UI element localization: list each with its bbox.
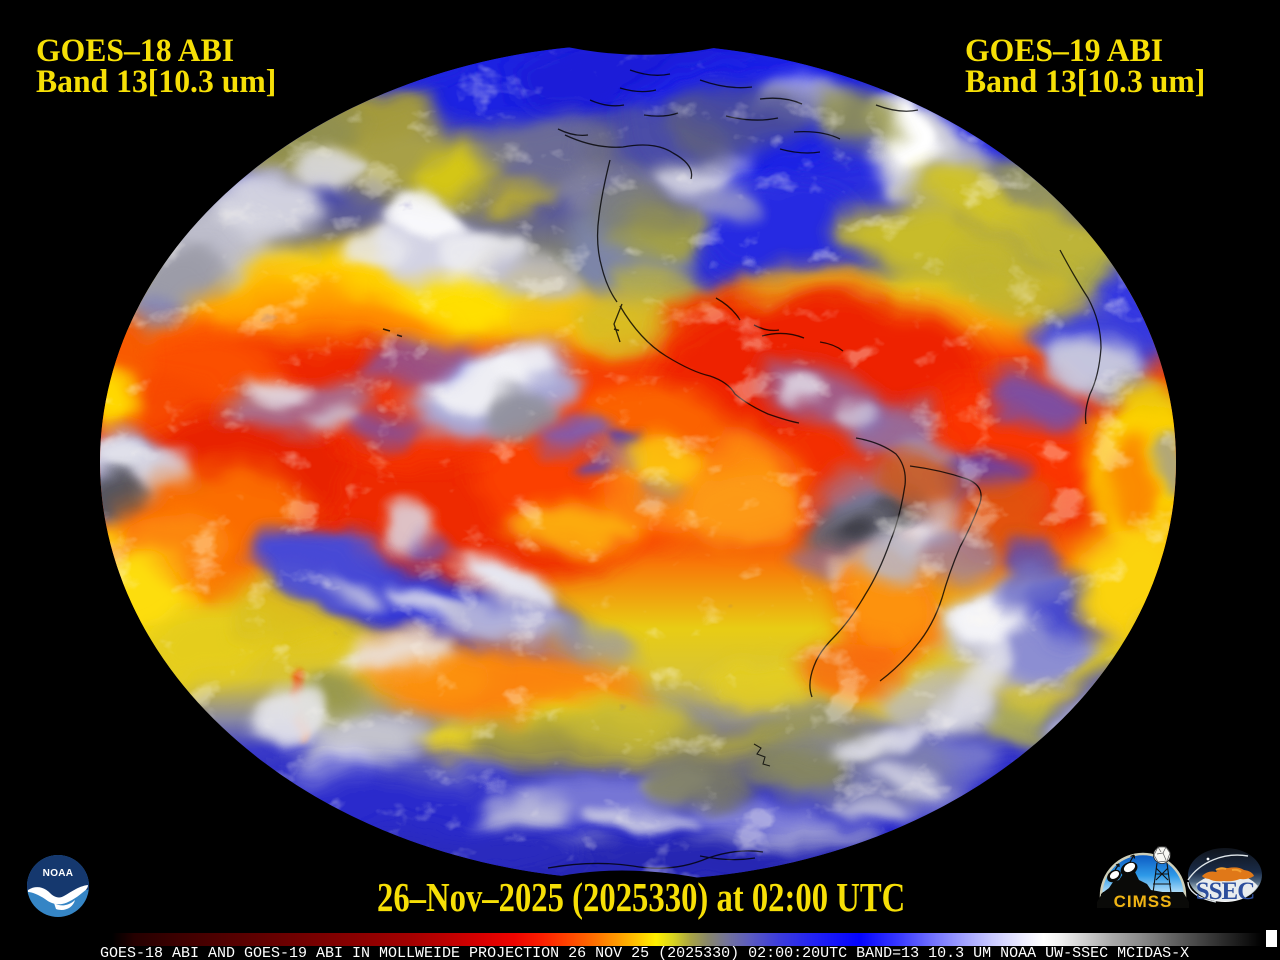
svg-text:NOAA: NOAA (43, 868, 74, 879)
svg-text:SSEC: SSEC (1196, 878, 1255, 904)
svg-text:CIMSS: CIMSS (1114, 892, 1173, 911)
